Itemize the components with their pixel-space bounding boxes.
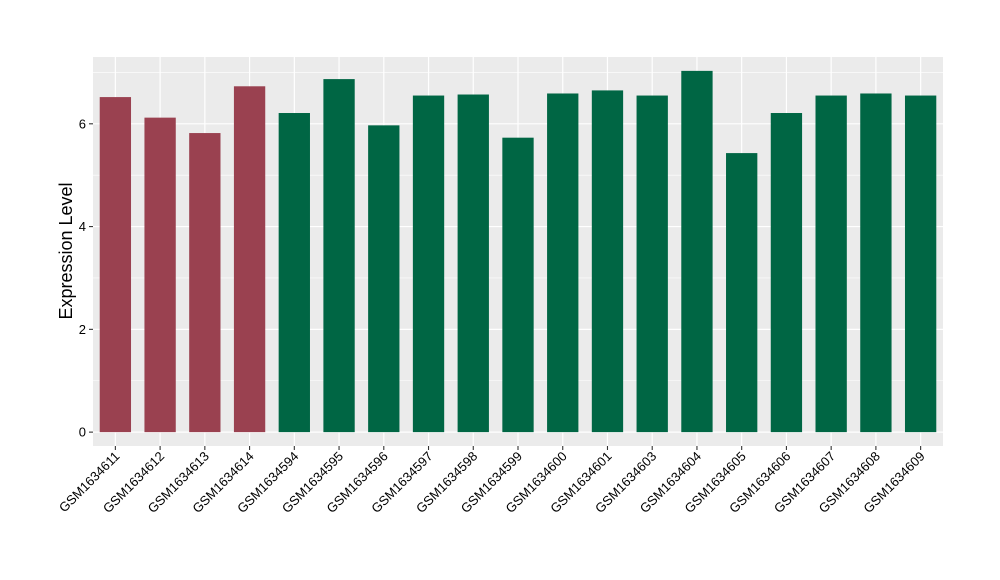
bar-GSM1634604 <box>681 70 713 433</box>
bar-GSM1634600 <box>547 93 579 433</box>
bar-GSM1634596 <box>368 125 400 433</box>
bar-GSM1634608 <box>860 93 892 433</box>
bar-GSM1634609 <box>904 95 937 433</box>
y-tick-label: 4 <box>79 219 86 234</box>
bar-GSM1634606 <box>770 113 803 433</box>
bar-GSM1634613 <box>189 133 221 433</box>
bar-GSM1634597 <box>412 95 445 433</box>
y-axis-title: Expression Level <box>56 182 76 319</box>
bar-GSM1634599 <box>502 137 534 433</box>
bars <box>99 70 937 433</box>
bar-GSM1634614 <box>233 86 266 433</box>
y-tick-label: 6 <box>79 116 86 131</box>
bar-GSM1634607 <box>815 95 847 433</box>
bar-GSM1634605 <box>726 153 758 433</box>
y-tick-label: 2 <box>79 322 86 337</box>
bar-GSM1634603 <box>636 95 668 433</box>
bar-GSM1634611 <box>99 97 132 433</box>
x-axis: GSM1634611GSM1634612GSM1634613GSM1634614… <box>56 446 928 516</box>
bar-GSM1634595 <box>323 79 355 433</box>
y-tick-label: 0 <box>79 425 86 440</box>
bar-GSM1634598 <box>457 94 489 433</box>
bar-GSM1634601 <box>591 90 624 433</box>
y-axis: 0 2 4 6 <box>79 116 93 440</box>
bar-GSM1634594 <box>278 113 310 433</box>
bar-GSM1634612 <box>144 117 176 433</box>
